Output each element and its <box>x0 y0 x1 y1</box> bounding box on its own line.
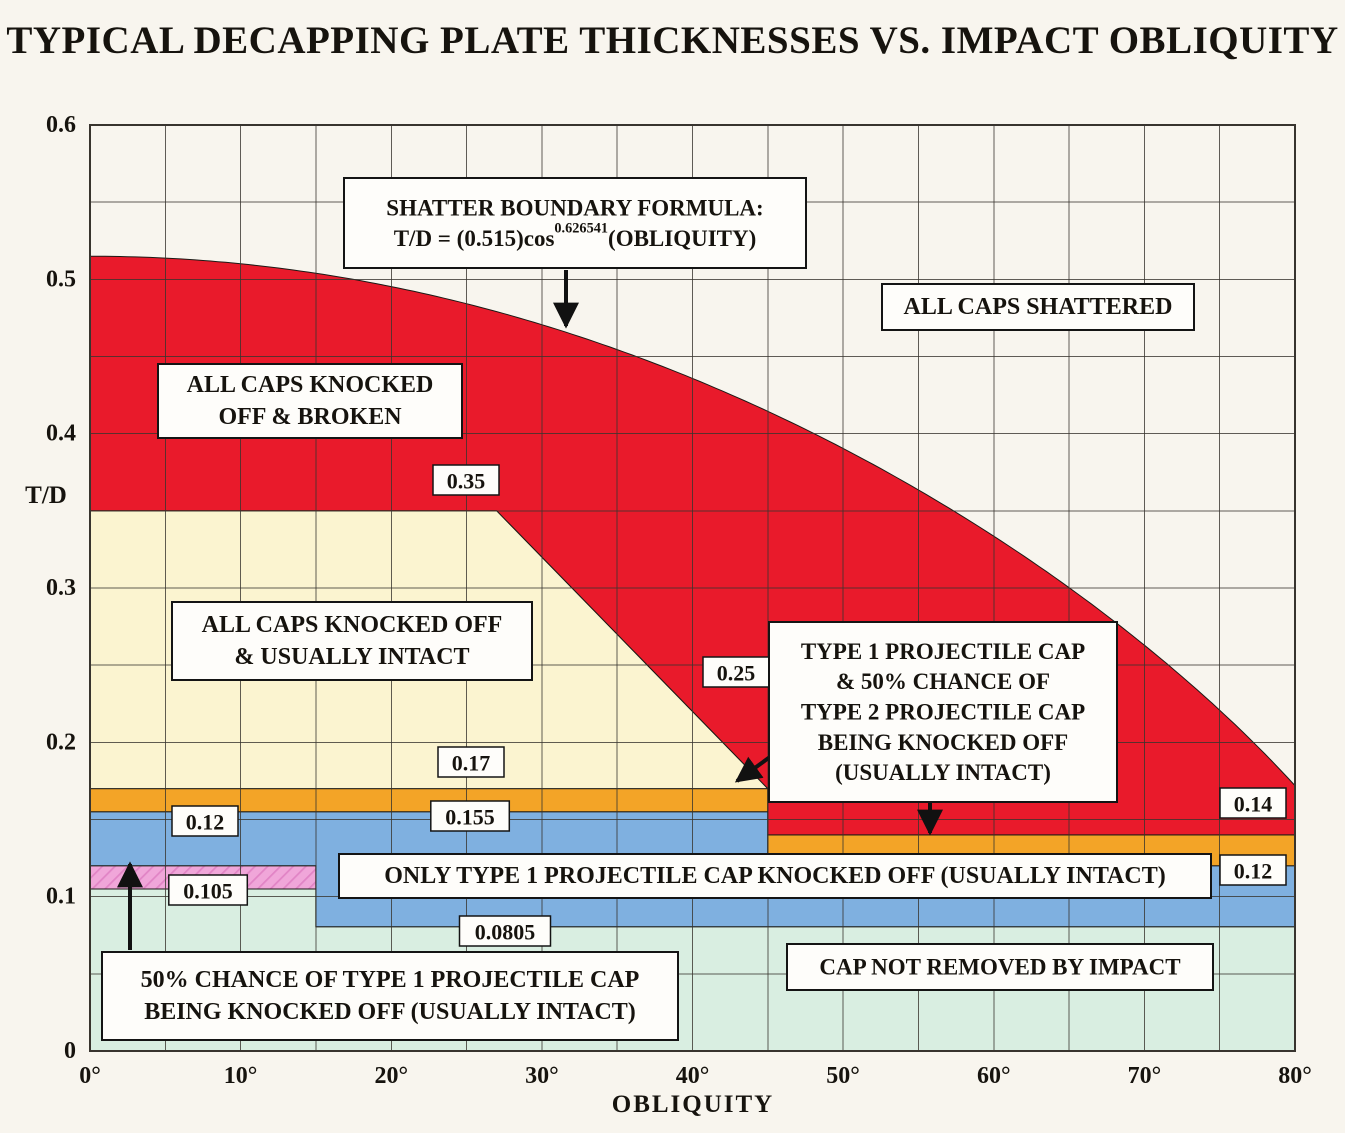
x-tick-label: 0° <box>79 1063 101 1089</box>
x-tick-label: 20° <box>374 1063 408 1089</box>
plot-border <box>89 124 1296 1052</box>
all-caps-shattered-text: ALL CAPS SHATTERED <box>904 294 1173 320</box>
value-label: 0.12 <box>186 810 225 835</box>
cap-not-removed-by-impact-text: CAP NOT REMOVED BY IMPACT <box>819 955 1180 980</box>
value-label: 0.12 <box>1234 859 1273 884</box>
all-caps-knocked-off-broken-box <box>157 363 463 439</box>
x-tick-label: 60° <box>977 1063 1011 1089</box>
value-label: 0.17 <box>452 751 491 776</box>
value-label-box <box>1219 854 1287 886</box>
x-tick-label: 40° <box>676 1063 710 1089</box>
page-title: TYPICAL DECAPPING PLATE THICKNESSES VS. … <box>6 19 1339 62</box>
value-label-box <box>432 464 500 496</box>
y-tick-label: 0.6 <box>46 112 76 138</box>
x-tick-label: 70° <box>1128 1063 1162 1089</box>
y-tick-label: 0.5 <box>46 266 76 292</box>
value-label: 0.25 <box>717 661 756 686</box>
value-label-box <box>702 656 770 688</box>
cap-not-removed-by-impact-box <box>786 943 1214 991</box>
value-label-box <box>458 915 552 947</box>
value-label: 0.105 <box>183 879 233 904</box>
only-type1-knocked-off-box <box>338 853 1212 899</box>
all-caps-knocked-off-usually-intact-text: & USUALLY INTACT <box>234 644 469 670</box>
all-caps-knocked-off-usually-intact-text: ALL CAPS KNOCKED OFF <box>202 612 503 638</box>
shatter-boundary-formula-text: T/D = (0.515)cos0.626541(OBLIQUITY) <box>394 221 757 251</box>
y-axis-label: T/D <box>25 482 67 509</box>
x-tick-label: 50° <box>826 1063 860 1089</box>
type1-cap-and-50pct-type2-cap-text: BEING KNOCKED OFF <box>818 730 1068 755</box>
x-tick-label: 10° <box>224 1063 258 1089</box>
x-tick-label: 80° <box>1278 1063 1312 1089</box>
x-tick-label: 30° <box>525 1063 559 1089</box>
fifty-pct-chance-type1-text: BEING KNOCKED OFF (USUALLY INTACT) <box>144 999 636 1025</box>
type1-cap-and-50pct-type2-cap-text: TYPE 2 PROJECTILE CAP <box>801 700 1085 725</box>
type1-cap-and-50pct-type2-cap-box <box>768 621 1118 803</box>
value-label: 0.14 <box>1234 792 1273 817</box>
type1-cap-and-50pct-type2-cap-text: TYPE 1 PROJECTILE CAP <box>801 639 1085 664</box>
y-tick-label: 0.1 <box>46 884 76 910</box>
only-type1-knocked-off-text: ONLY TYPE 1 PROJECTILE CAP KNOCKED OFF (… <box>384 863 1165 889</box>
all-caps-knocked-off-broken-text: OFF & BROKEN <box>218 404 402 430</box>
shatter-boundary-formula-text: SHATTER BOUNDARY FORMULA: <box>386 195 763 220</box>
shatter-boundary-formula-box <box>343 177 807 269</box>
value-label-box <box>437 746 505 778</box>
all-caps-knocked-off-usually-intact-box <box>171 601 533 681</box>
value-label-box <box>1219 787 1287 819</box>
all-caps-knocked-off-broken-text: ALL CAPS KNOCKED <box>187 372 434 398</box>
value-label-box <box>430 800 511 832</box>
y-tick-label: 0.4 <box>46 421 76 447</box>
type1-cap-and-50pct-type2-cap-text: & 50% CHANCE OF <box>836 669 1050 694</box>
x-axis-label: OBLIQUITY <box>612 1091 774 1118</box>
y-tick-label: 0.3 <box>46 575 76 601</box>
value-label: 0.35 <box>447 469 486 494</box>
type1-cap-and-50pct-type2-cap-text: (USUALLY INTACT) <box>835 760 1051 785</box>
value-label-box <box>171 805 239 837</box>
y-tick-label: 0.2 <box>46 729 76 755</box>
value-label: 0.155 <box>445 805 495 830</box>
fifty-pct-chance-type1-text: 50% CHANCE OF TYPE 1 PROJECTILE CAP <box>141 967 640 993</box>
all-caps-shattered-box <box>881 283 1195 331</box>
value-label: 0.0805 <box>475 920 536 945</box>
value-label-box <box>168 874 249 906</box>
y-tick-label: 0 <box>64 1038 76 1064</box>
fifty-pct-chance-type1-box <box>101 951 679 1041</box>
